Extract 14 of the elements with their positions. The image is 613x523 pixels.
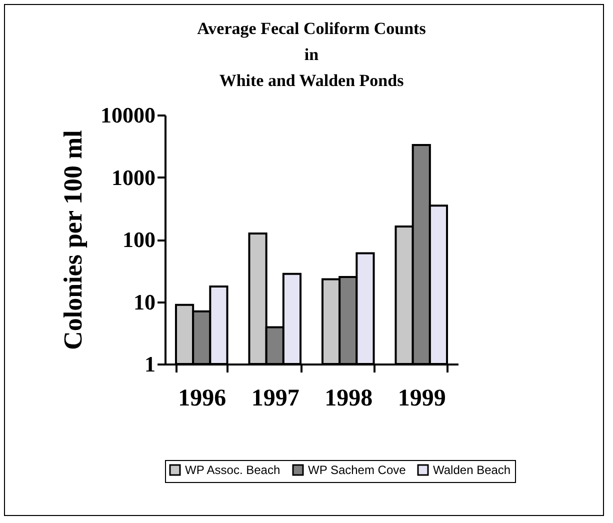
x-tick-label: 1999 (398, 386, 446, 412)
y-tick-label: 100 (122, 227, 156, 252)
y-tick-label: 1000 (112, 164, 156, 190)
chart-title: Average Fecal Coliform Counts in White and Walden Ponds (197, 19, 426, 90)
legend-label: WP Assoc. Beach (185, 463, 280, 477)
y-tick-label: 1 (144, 352, 156, 376)
x-tick-label: 1997 (251, 386, 300, 412)
y-tick-label: 10 (134, 289, 156, 314)
x-tick-label: 1996 (178, 386, 226, 412)
legend-label: WP Sachem Cove (308, 463, 406, 477)
y-axis-title: Colonies per 100 ml (58, 130, 88, 350)
x-tick-label: 1998 (324, 386, 373, 412)
legend-label: Walden Beach (433, 463, 511, 477)
y-tick-label: 10000 (100, 102, 156, 128)
